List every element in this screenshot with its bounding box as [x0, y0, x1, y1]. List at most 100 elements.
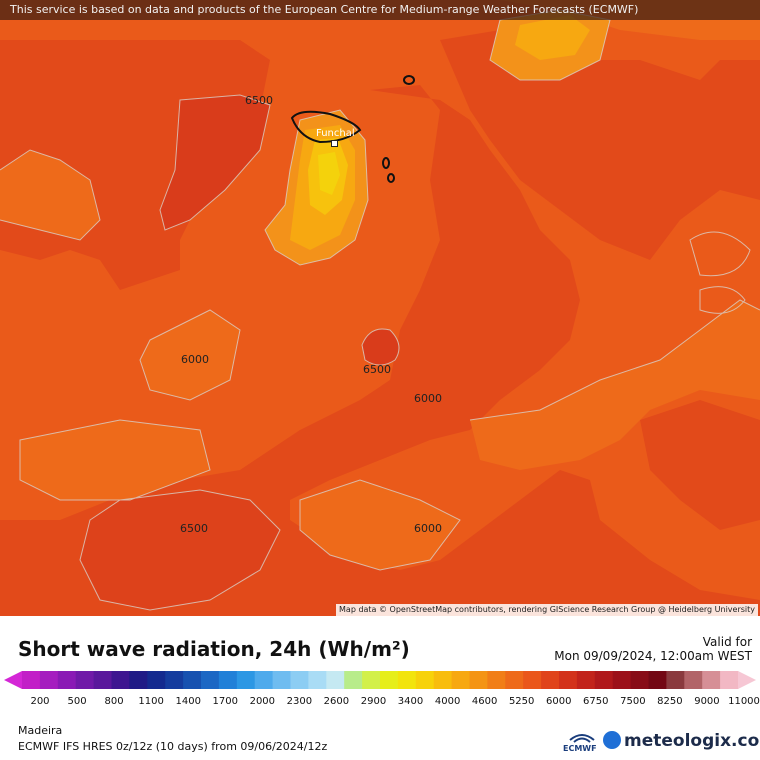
scale-tick-label: 1100 — [138, 696, 164, 707]
zone-high-sw — [80, 490, 280, 610]
valid-time: Mon 09/09/2024, 12:00am WEST — [554, 649, 752, 663]
scale-swatch — [630, 671, 649, 689]
scale-swatch — [720, 671, 739, 689]
scale-tick-label: 1400 — [175, 696, 201, 707]
ecmwf-notice: This service is based on data and produc… — [0, 0, 760, 20]
zone-low-e — [470, 300, 760, 470]
scale-tick-label: 6750 — [583, 696, 609, 707]
scale-swatch — [684, 671, 703, 689]
scale-swatch — [594, 671, 614, 689]
scale-swatch — [147, 671, 166, 689]
zone-high-core — [160, 95, 270, 230]
scale-swatch — [218, 671, 238, 689]
scale-tick-label: 2600 — [323, 696, 350, 707]
scale-swatch — [451, 671, 470, 689]
scale-swatch — [183, 671, 202, 689]
brand-link[interactable]: meteologix.com — [606, 731, 760, 751]
zone-high-se — [640, 400, 760, 530]
scale-swatch — [326, 671, 345, 689]
contour-label: 6500 — [180, 522, 208, 535]
scale-swatch — [666, 671, 685, 689]
contour-label: 6500 — [363, 363, 391, 376]
scale-swatch — [487, 671, 506, 689]
zone-high-ne — [440, 30, 760, 260]
scale-swatch — [308, 671, 327, 689]
color-scale-ticks: 200 500 800 1100 1400 1700 2000 2300 2600 2900 340… — [0, 696, 760, 710]
scale-swatch — [201, 671, 220, 689]
scale-swatch — [75, 671, 95, 689]
scale-tick-label: 2000 — [249, 696, 276, 707]
zone-peak — [318, 152, 340, 195]
scale-swatch — [433, 671, 453, 689]
forecast-map[interactable]: 6500 6000 6500 6000 6500 6000 Funchal Th… — [0, 0, 760, 616]
valid-label: Valid for — [702, 635, 752, 649]
zone-high-central — [0, 85, 760, 616]
island-outlines — [290, 75, 415, 183]
contour-label: 6000 — [414, 522, 442, 535]
scale-swatch — [57, 671, 77, 689]
zone-low-w — [0, 150, 100, 240]
scale-swatch — [272, 671, 291, 689]
scale-swatch — [523, 671, 542, 689]
ecmwf-logo: ECMWF — [563, 744, 597, 753]
chart-title: Short wave radiation, 24h (Wh/m²) — [18, 637, 410, 661]
brand-text: meteologix.com — [624, 731, 760, 751]
model-info: ECMWF IFS HRES 0z/12z (10 days) from 09/… — [18, 740, 328, 753]
scale-tick-label: 800 — [104, 696, 124, 707]
scale-swatch — [541, 671, 560, 689]
scale-swatch — [397, 671, 417, 689]
scale-tick-label: 2300 — [286, 696, 313, 707]
zone-bright-ne-core — [515, 15, 590, 60]
scale-swatch — [236, 671, 256, 689]
map-attribution: Map data © OpenStreetMap contributors, r… — [336, 604, 758, 616]
scale-swatch — [702, 671, 721, 689]
scale-tick-label: 7500 — [620, 696, 646, 707]
scale-swatch — [254, 671, 274, 689]
scale-swatch — [93, 671, 112, 689]
zone-high-spot — [362, 329, 399, 365]
scale-tick-label: 2900 — [360, 696, 387, 707]
scale-start-arrow — [4, 671, 22, 689]
scale-swatch — [165, 671, 184, 689]
scale-swatch — [362, 671, 381, 689]
scale-tick-label: 4000 — [434, 696, 461, 707]
scale-swatch — [129, 671, 148, 689]
scale-tick-label: 11000 — [728, 696, 760, 707]
scale-tick-label: 9000 — [694, 696, 720, 707]
scale-tick-label: 200 — [30, 696, 50, 707]
scale-swatch — [576, 671, 596, 689]
contour-lines — [0, 9, 760, 611]
scale-swatch — [111, 671, 130, 689]
contour-label: 6500 — [245, 94, 273, 107]
scale-swatch — [39, 671, 59, 689]
scale-swatch — [648, 671, 667, 689]
scale-tick-label: 8250 — [657, 696, 683, 707]
zone-low-s — [300, 480, 460, 570]
scale-swatch — [505, 671, 524, 689]
radiation-field: 6500 6000 6500 6000 6500 6000 — [0, 0, 760, 616]
city-label: Funchal — [316, 128, 355, 139]
scale-swatch — [559, 671, 578, 689]
scale-swatch — [469, 671, 488, 689]
contour-label: 6000 — [181, 353, 209, 366]
scale-swatch — [22, 671, 41, 689]
scale-swatch — [344, 671, 363, 689]
meteologix-globe-icon — [603, 731, 621, 749]
color-scale — [4, 671, 756, 689]
scale-tick-label: 5250 — [508, 696, 535, 707]
contour-label: 6000 — [414, 392, 442, 405]
scale-tick-label: 6000 — [546, 696, 572, 707]
scale-tick-label: 3400 — [397, 696, 424, 707]
scale-swatch — [612, 671, 632, 689]
scale-swatch — [380, 671, 399, 689]
scale-tick-label: 4600 — [471, 696, 498, 707]
zone-low-sw — [20, 420, 210, 500]
city-marker[interactable] — [331, 140, 338, 147]
scale-tick-label: 1700 — [212, 696, 238, 707]
region-name: Madeira — [18, 724, 63, 737]
scale-swatch — [415, 671, 435, 689]
ecmwf-logo-icon — [569, 734, 595, 743]
scale-end-arrow — [738, 671, 756, 689]
scale-swatch — [290, 671, 309, 689]
scale-tick-label: 500 — [67, 696, 87, 707]
